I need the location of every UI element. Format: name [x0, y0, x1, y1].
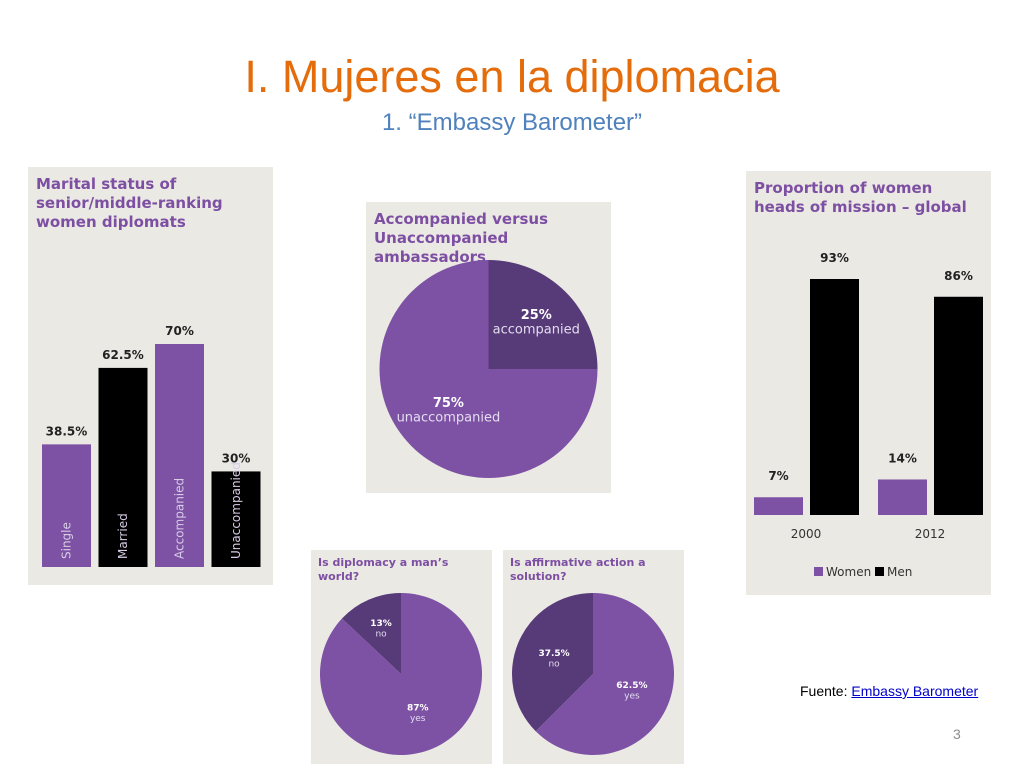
pie-category-label: yes: [410, 714, 426, 724]
bar-accompanied: [155, 344, 204, 567]
bar-category-label: Unaccompanied: [229, 462, 243, 559]
slide-subtitle: 1. “Embassy Barometer”: [381, 109, 643, 136]
pie-slice-yes: [320, 593, 482, 755]
affirmative-title: Is affirmative action a solution?: [510, 556, 646, 583]
pie-value-label: 75%: [433, 396, 464, 411]
bar-value-label: 14%: [888, 451, 917, 465]
source-note: Fuente: Embassy Barometer: [800, 683, 978, 699]
pie-category-label: accompanied: [493, 323, 580, 338]
marital-status-panel: Marital status of senior/middle-ranking …: [28, 167, 273, 585]
mans-world-panel: Is diplomacy a man’s world? 13% no 87% yes: [311, 550, 492, 764]
pie-slice-yes: [535, 593, 674, 755]
bar-unaccompanied: [211, 471, 261, 567]
pie-category-label: no: [548, 659, 560, 669]
bar-category-label: Accompanied: [173, 478, 187, 559]
accompanied-panel: Accompanied versus Unaccompanied ambassa…: [366, 202, 611, 493]
pie-slice-no: [341, 593, 401, 674]
bar-value-label: 7%: [768, 469, 788, 483]
pie-category-label: unaccompanied: [397, 410, 501, 425]
bar-single: [42, 444, 91, 567]
bar-value-label: 86%: [944, 269, 973, 283]
mans-world-chart: 13%no 87%yes: [320, 593, 482, 755]
marital-status-title: Marital status of senior/middle-ranking …: [36, 175, 223, 231]
heads-of-mission-chart: 7% 93% 2000 14% 86% 2012 Women Men: [754, 251, 983, 579]
heads-of-mission-title: Proportion of women heads of mission – g…: [754, 179, 967, 216]
pie-slice-no: [512, 593, 593, 732]
bar-married: [98, 367, 148, 567]
pie-slice-unaccompanied: [379, 260, 598, 478]
marital-status-chart: 38.5% Single 62.5% Married 70% Accompanied 30%…: [42, 324, 261, 567]
affirmative-panel: Is affirmative action a solution? 62.5% y…: [503, 550, 684, 764]
bar-category-label: Married: [116, 513, 130, 559]
affirmative-chart: 62.5%yes 37.5%no: [512, 593, 674, 755]
bar-value-label: 38.5%: [46, 424, 88, 438]
pie-value-label: 87%: [407, 704, 429, 714]
accompanied-title: Accompanied versus Unaccompanied ambassa…: [374, 210, 549, 266]
bar-value-label: 30%: [222, 451, 251, 465]
heads-of-mission-panel: Proportion of women heads of mission – g…: [746, 171, 991, 595]
legend-swatch-men: [875, 567, 884, 576]
legend-swatch-women: [814, 567, 823, 576]
pie-category-label: yes: [624, 692, 640, 702]
accompanied-chart: 25%accompanied 75%unaccompanied: [379, 260, 598, 478]
x-tick-label: 2000: [791, 527, 822, 541]
x-tick-label: 2012: [915, 527, 946, 541]
pie-value-label: 37.5%: [538, 649, 569, 659]
bar-women-2012: [878, 479, 927, 515]
source-link[interactable]: Embassy Barometer: [851, 683, 979, 699]
source-label: Fuente:: [800, 683, 848, 699]
pie-value-label: 62.5%: [616, 681, 647, 691]
pie-value-label: 13%: [370, 619, 392, 629]
pie-value-label: 25%: [521, 308, 552, 323]
bar-category-label: Single: [60, 522, 74, 559]
bar-value-label: 93%: [820, 251, 849, 265]
bar-value-label: 70%: [165, 324, 194, 338]
bar-value-label: 62.5%: [102, 348, 144, 362]
legend-label-women: Women: [826, 565, 871, 579]
pie-slice-accompanied: [488, 260, 598, 369]
page-number: 3: [953, 726, 961, 742]
bar-men-2012: [934, 296, 983, 515]
slide-title: I. Mujeres en la diplomacia: [244, 51, 780, 102]
legend-label-men: Men: [887, 565, 912, 579]
bar-women-2000: [754, 497, 803, 515]
bar-men-2000: [810, 279, 859, 515]
mans-world-title: Is diplomacy a man’s world?: [318, 556, 449, 583]
pie-category-label: no: [375, 629, 387, 639]
